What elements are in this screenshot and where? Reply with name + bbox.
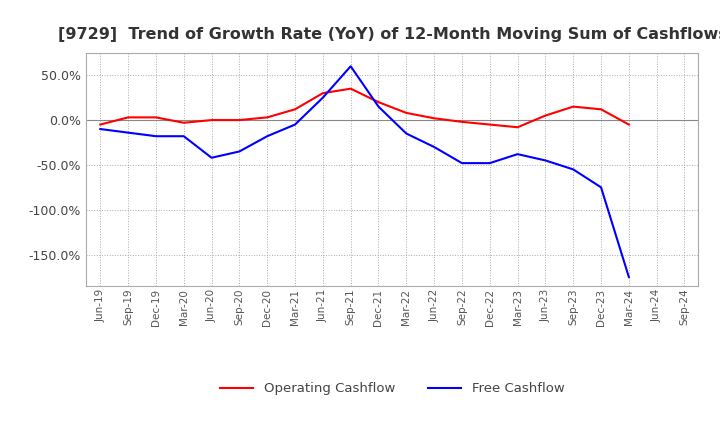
Free Cashflow <box>597 185 606 190</box>
Free Cashflow <box>124 130 132 135</box>
Free Cashflow <box>207 155 216 160</box>
Operating Cashflow <box>430 116 438 121</box>
Free Cashflow <box>624 275 633 280</box>
Free Cashflow <box>374 104 383 109</box>
Operating Cashflow <box>263 115 271 120</box>
Operating Cashflow <box>124 115 132 120</box>
Operating Cashflow <box>485 122 494 127</box>
Free Cashflow <box>96 126 104 132</box>
Line: Operating Cashflow: Operating Cashflow <box>100 89 629 127</box>
Free Cashflow <box>235 149 243 154</box>
Free Cashflow <box>485 161 494 166</box>
Free Cashflow <box>541 158 550 163</box>
Free Cashflow <box>179 134 188 139</box>
Free Cashflow <box>152 134 161 139</box>
Free Cashflow <box>402 131 410 136</box>
Operating Cashflow <box>513 125 522 130</box>
Operating Cashflow <box>179 120 188 125</box>
Free Cashflow <box>318 95 327 100</box>
Operating Cashflow <box>207 117 216 123</box>
Operating Cashflow <box>624 122 633 127</box>
Free Cashflow <box>513 151 522 157</box>
Line: Free Cashflow: Free Cashflow <box>100 66 629 277</box>
Operating Cashflow <box>374 99 383 105</box>
Operating Cashflow <box>318 91 327 96</box>
Operating Cashflow <box>96 122 104 127</box>
Free Cashflow <box>458 161 467 166</box>
Title: [9729]  Trend of Growth Rate (YoY) of 12-Month Moving Sum of Cashflows: [9729] Trend of Growth Rate (YoY) of 12-… <box>58 27 720 42</box>
Operating Cashflow <box>235 117 243 123</box>
Legend: Operating Cashflow, Free Cashflow: Operating Cashflow, Free Cashflow <box>215 377 570 401</box>
Operating Cashflow <box>152 115 161 120</box>
Operating Cashflow <box>346 86 355 92</box>
Operating Cashflow <box>541 113 550 118</box>
Free Cashflow <box>346 64 355 69</box>
Operating Cashflow <box>402 110 410 116</box>
Free Cashflow <box>263 134 271 139</box>
Free Cashflow <box>430 144 438 150</box>
Operating Cashflow <box>458 119 467 125</box>
Free Cashflow <box>291 122 300 127</box>
Operating Cashflow <box>569 104 577 109</box>
Operating Cashflow <box>291 106 300 112</box>
Free Cashflow <box>569 167 577 172</box>
Operating Cashflow <box>597 106 606 112</box>
